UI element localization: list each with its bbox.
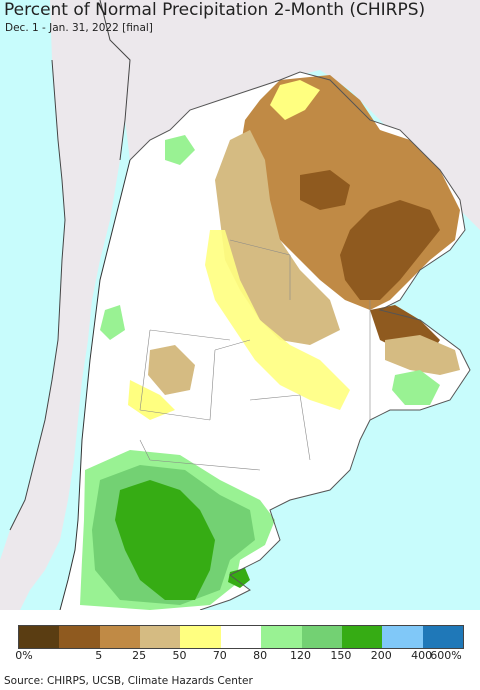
zone-wet-north [165,135,195,165]
outside-land-north [100,0,480,230]
zone-dry-tan [215,130,340,345]
legend-label-3: 50 [172,649,187,662]
legend-swatch-6 [261,626,302,648]
country-border-west [59,159,131,610]
legend-swatch-7 [301,626,342,648]
zone-dry-tan-2 [148,345,195,395]
legend-swatch-10 [422,626,463,648]
legend-label-7: 150 [330,649,352,662]
legend-swatch-1 [59,626,100,648]
legend-swatch-4 [180,626,221,648]
zone-below-normal-yellow-2 [270,80,320,120]
page-title: Percent of Normal Precipitation 2-Month … [4,0,426,20]
legend-label-4: 70 [212,649,227,662]
legend-label-2: 25 [132,649,147,662]
legend-swatch-3 [140,626,181,648]
legend-label-1: 5 [95,649,103,662]
zone-dry-tan-3 [385,335,460,375]
legend-swatch-8 [341,626,383,648]
legend-label-8: 200 [370,649,392,662]
legend-label-5: 80 [253,649,268,662]
legend-swatch-5 [220,626,262,648]
legend-swatch-2 [99,626,141,648]
legend-label-9: 400 [411,649,433,662]
zone-wet-uruguay [392,370,440,405]
legend-swatch-9 [382,626,423,648]
zone-wet-west [100,305,125,340]
page-subtitle: Dec. 1 - Jan. 31, 2022 [final] [5,22,153,34]
zone-extreme-dry-2 [300,170,350,210]
precipitation-map [0,0,480,610]
legend-label-0: 0% [15,649,33,662]
source-credit: Source: CHIRPS, UCSB, Climate Hazards Ce… [4,675,253,687]
legend-label-10: 600% [430,649,462,662]
legend-label-6: 120 [290,649,312,662]
province-border [139,239,371,471]
zone-extreme-dry [340,200,440,300]
legend-color-bar [18,625,464,649]
zone-wet-heavy [115,480,215,600]
country-border [129,71,471,610]
zone-below-normal-yellow [205,230,350,410]
legend-labels: 0% 5 25 50 70 80 120 150 200 400 600% [0,649,480,663]
outside-land-west [0,0,130,610]
zone-below-normal-yellow-3 [128,380,175,420]
chile-coast [9,0,131,531]
legend-swatch-0 [19,626,60,648]
